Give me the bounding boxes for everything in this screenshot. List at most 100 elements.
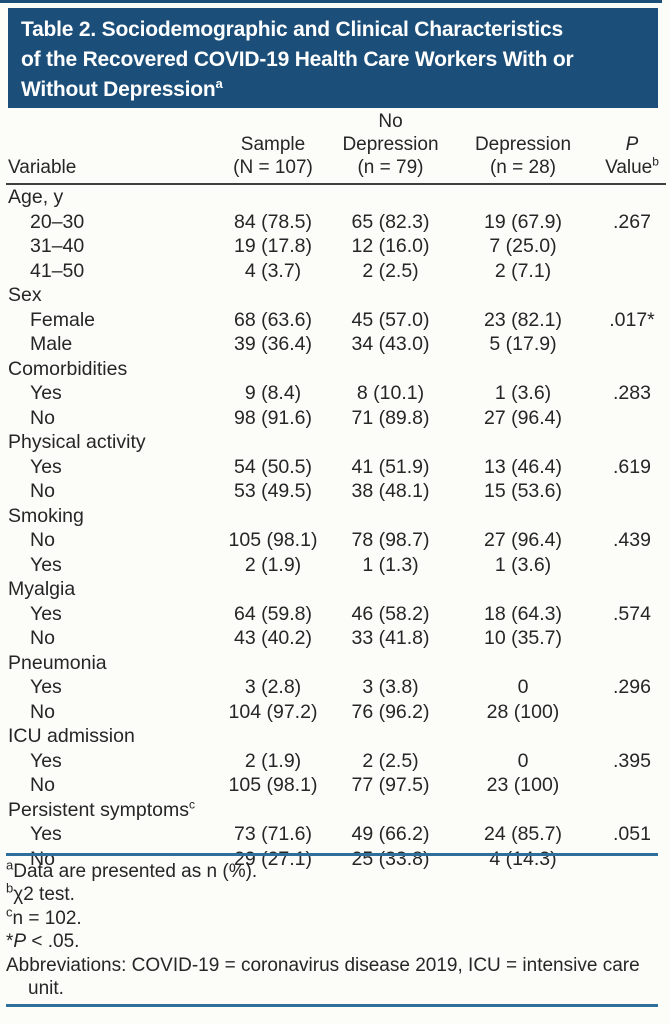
col-header-sample: Sample (N = 107) bbox=[213, 110, 333, 185]
cell-sample: 2 (1.9) bbox=[244, 749, 302, 772]
cell-depression: 23 (100) bbox=[486, 774, 560, 796]
row-label: Male bbox=[30, 333, 73, 355]
footnote: cn = 102. bbox=[6, 904, 82, 929]
data-row: No 43 (40.2) 33 (41.8) 10 (35.7) bbox=[6, 626, 666, 651]
data-row: Yes 2 (1.9) 2 (2.5) 0 .395 bbox=[6, 749, 666, 774]
category-label: Pneumonia bbox=[8, 651, 107, 674]
cell-sample: 9 (8.4) bbox=[244, 382, 302, 404]
category-row: Comorbidities bbox=[6, 357, 666, 382]
footnote-marker: b bbox=[6, 881, 14, 897]
cell-no-depression: 2 (2.5) bbox=[362, 749, 419, 772]
category-row: Age, y bbox=[6, 184, 666, 210]
cell-no-depression: 76 (96.2) bbox=[351, 700, 430, 723]
cell-p-value bbox=[598, 406, 666, 431]
category-label: Myalgia bbox=[8, 578, 76, 600]
cell-depression: 27 (96.4) bbox=[483, 406, 563, 429]
cell-depression: 10 (35.7) bbox=[483, 627, 563, 649]
data-row: 41–50 4 (3.7) 2 (2.5) 2 (7.1) bbox=[6, 259, 666, 284]
cell-sample: 105 (98.1) bbox=[228, 529, 318, 551]
cell-no-depression: 45 (57.0) bbox=[351, 308, 430, 331]
footnote-italic-text: P bbox=[13, 931, 27, 953]
row-label: Female bbox=[30, 308, 96, 331]
characteristics-table: Variable Sample (N = 107) No Depression … bbox=[6, 110, 666, 871]
cell-p-value: .574 bbox=[613, 602, 651, 625]
table-title-bar: Table 2. Sociodemographic and Clinical C… bbox=[8, 8, 658, 108]
cell-sample: 39 (36.4) bbox=[233, 333, 313, 355]
cell-no-depression: 12 (16.0) bbox=[351, 235, 430, 257]
row-label: Yes bbox=[30, 382, 62, 404]
cell-sample: 98 (91.6) bbox=[233, 406, 313, 429]
p-value-footnote-marker: b bbox=[652, 154, 659, 169]
cell-no-depression: 3 (3.8) bbox=[362, 676, 419, 698]
cell-sample: 2 (1.9) bbox=[244, 553, 302, 576]
row-label: Yes bbox=[30, 455, 62, 478]
category-row: Pneumonia bbox=[6, 651, 666, 676]
row-label: No bbox=[30, 627, 55, 649]
data-row: No 105 (98.1) 77 (97.5) 23 (100) bbox=[6, 773, 666, 798]
data-row: No 53 (49.5) 38 (48.1) 15 (53.6) bbox=[6, 479, 666, 504]
table-title-line: Table 2. Sociodemographic and Clinical C… bbox=[21, 18, 563, 41]
cell-depression: 15 (53.6) bbox=[483, 480, 563, 502]
data-row: 20–30 84 (78.5) 65 (82.3) 19 (67.9) .267 bbox=[6, 210, 666, 235]
row-label: No bbox=[30, 529, 55, 551]
cell-p-value: .619 bbox=[613, 455, 651, 478]
category-label: Smoking bbox=[8, 504, 84, 527]
cell-depression: 0 bbox=[517, 749, 529, 772]
cell-no-depression: 2 (2.5) bbox=[362, 259, 419, 282]
data-row: Male 39 (36.4) 34 (43.0) 5 (17.9) bbox=[6, 332, 666, 357]
table-header: Variable Sample (N = 107) No Depression … bbox=[6, 110, 666, 185]
data-row: No 104 (97.2) 76 (96.2) 28 (100) bbox=[6, 700, 666, 725]
cell-sample: 43 (40.2) bbox=[233, 627, 313, 649]
cell-depression: 18 (64.3) bbox=[483, 602, 563, 625]
data-row: Yes 54 (50.5) 41 (51.9) 13 (46.4) .619 bbox=[6, 455, 666, 480]
cell-no-depression: 1 (1.3) bbox=[362, 553, 419, 576]
cell-no-depression: 65 (82.3) bbox=[351, 210, 430, 233]
footnote-marker: a bbox=[6, 857, 14, 873]
category-row: Smoking bbox=[6, 504, 666, 529]
category-row: Sex bbox=[6, 283, 666, 308]
data-row: Yes 9 (8.4) 8 (10.1) 1 (3.6) .283 bbox=[6, 381, 666, 406]
footnote: *P < .05. bbox=[6, 931, 80, 953]
cell-no-depression: 34 (43.0) bbox=[351, 333, 430, 355]
cell-sample: 68 (63.6) bbox=[233, 308, 313, 331]
cell-depression: 7 (25.0) bbox=[489, 235, 557, 257]
row-label: 20–30 bbox=[30, 210, 85, 233]
title-footnote-marker: a bbox=[215, 76, 223, 91]
cell-sample: 4 (3.7) bbox=[244, 259, 302, 282]
cell-depression: 1 (3.6) bbox=[494, 553, 552, 576]
category-row: ICU admission bbox=[6, 724, 666, 749]
row-label: Yes bbox=[30, 823, 62, 845]
cell-p-value bbox=[598, 700, 666, 725]
figure-bottom-rule bbox=[6, 1004, 658, 1007]
row-label: Yes bbox=[30, 553, 62, 576]
cell-depression: 24 (85.7) bbox=[483, 823, 563, 845]
data-row: No 98 (91.6) 71 (89.8) 27 (96.4) bbox=[6, 406, 666, 431]
cell-sample: 54 (50.5) bbox=[233, 455, 313, 478]
col-header-depression: Depression (n = 28) bbox=[448, 110, 598, 185]
table-bottom-rule bbox=[6, 853, 658, 856]
cell-p-value bbox=[598, 626, 666, 651]
cell-no-depression: 41 (51.9) bbox=[351, 455, 430, 478]
col-header-variable: Variable bbox=[6, 110, 213, 185]
cell-p-value: .296 bbox=[613, 676, 651, 698]
cell-depression: 23 (82.1) bbox=[483, 308, 563, 331]
cell-p-value bbox=[598, 479, 666, 504]
table-title-line: Without Depressiona bbox=[21, 75, 645, 105]
footnote: aData are presented as n (%). bbox=[6, 857, 258, 882]
cell-no-depression: 49 (66.2) bbox=[351, 823, 430, 845]
data-row: Yes 73 (71.6) 49 (66.2) 24 (85.7) .051 bbox=[6, 822, 666, 847]
cell-depression: 28 (100) bbox=[486, 700, 560, 723]
footnote-marker: c bbox=[6, 904, 13, 920]
footnote: Abbreviations: COVID-19 = coronavirus di… bbox=[6, 954, 640, 1000]
row-label: 31–40 bbox=[30, 235, 85, 257]
cell-sample: 53 (49.5) bbox=[233, 480, 313, 502]
cell-no-depression: 33 (41.8) bbox=[351, 627, 430, 649]
cell-no-depression: 71 (89.8) bbox=[351, 406, 430, 429]
row-label: No bbox=[30, 406, 55, 429]
cell-depression: 27 (96.4) bbox=[483, 529, 563, 551]
cell-p-value: .017* bbox=[609, 308, 655, 331]
category-label: Persistent symptomsc bbox=[8, 797, 195, 821]
cell-p-value bbox=[598, 259, 666, 284]
row-label: No bbox=[30, 480, 55, 502]
cell-no-depression: 38 (48.1) bbox=[351, 480, 430, 502]
